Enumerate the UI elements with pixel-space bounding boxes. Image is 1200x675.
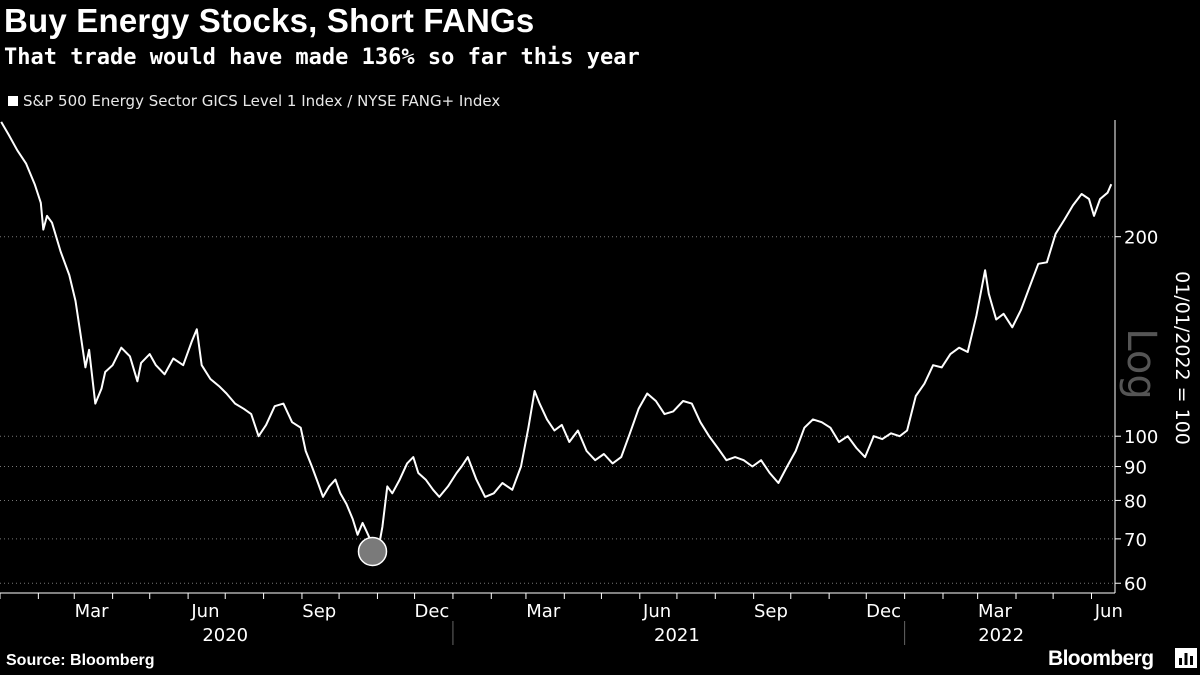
y-axis-label: 01/01/2022 = 100 [1171, 271, 1193, 445]
log-scale-label: Log [1118, 328, 1164, 399]
x-tick-label: Dec [414, 601, 449, 622]
x-tick-label: Mar [526, 601, 561, 622]
legend-swatch [8, 96, 18, 106]
chart-subtitle: That trade would have made 136% so far t… [4, 45, 640, 70]
y-tick-label: 90 [1124, 458, 1147, 479]
x-tick-label: Sep [754, 601, 788, 622]
y-tick-label: 200 [1124, 228, 1158, 249]
x-tick-label: Dec [866, 601, 901, 622]
chart-title: Buy Energy Stocks, Short FANGs [4, 2, 535, 39]
year-label: 2021 [654, 625, 700, 646]
x-tick-label: Mar [978, 601, 1013, 622]
y-tick-label: 80 [1124, 491, 1147, 512]
low-point-marker [357, 536, 388, 567]
series-line [0, 121, 1113, 553]
y-tick-label: 100 [1124, 427, 1158, 448]
source-note: Source: Bloomberg [6, 652, 155, 669]
legend: S&P 500 Energy Sector GICS Level 1 Index… [8, 92, 500, 110]
year-label: 2022 [978, 625, 1024, 646]
y-tick-label: 70 [1124, 530, 1147, 551]
legend-label: S&P 500 Energy Sector GICS Level 1 Index… [23, 92, 501, 110]
bar-chart-icon [1175, 648, 1197, 668]
x-tick-label: Jun [1094, 601, 1123, 622]
x-tick-label: Mar [75, 601, 110, 622]
brand-logo: Bloomberg [1048, 647, 1154, 670]
year-label: 2020 [202, 625, 248, 646]
x-tick-label: Jun [190, 601, 219, 622]
y-tick-label: 60 [1124, 574, 1147, 595]
x-tick-label: Jun [642, 601, 671, 622]
x-tick-label: Sep [302, 601, 336, 622]
